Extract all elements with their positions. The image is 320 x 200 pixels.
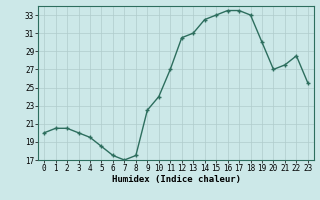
X-axis label: Humidex (Indice chaleur): Humidex (Indice chaleur) [111,175,241,184]
